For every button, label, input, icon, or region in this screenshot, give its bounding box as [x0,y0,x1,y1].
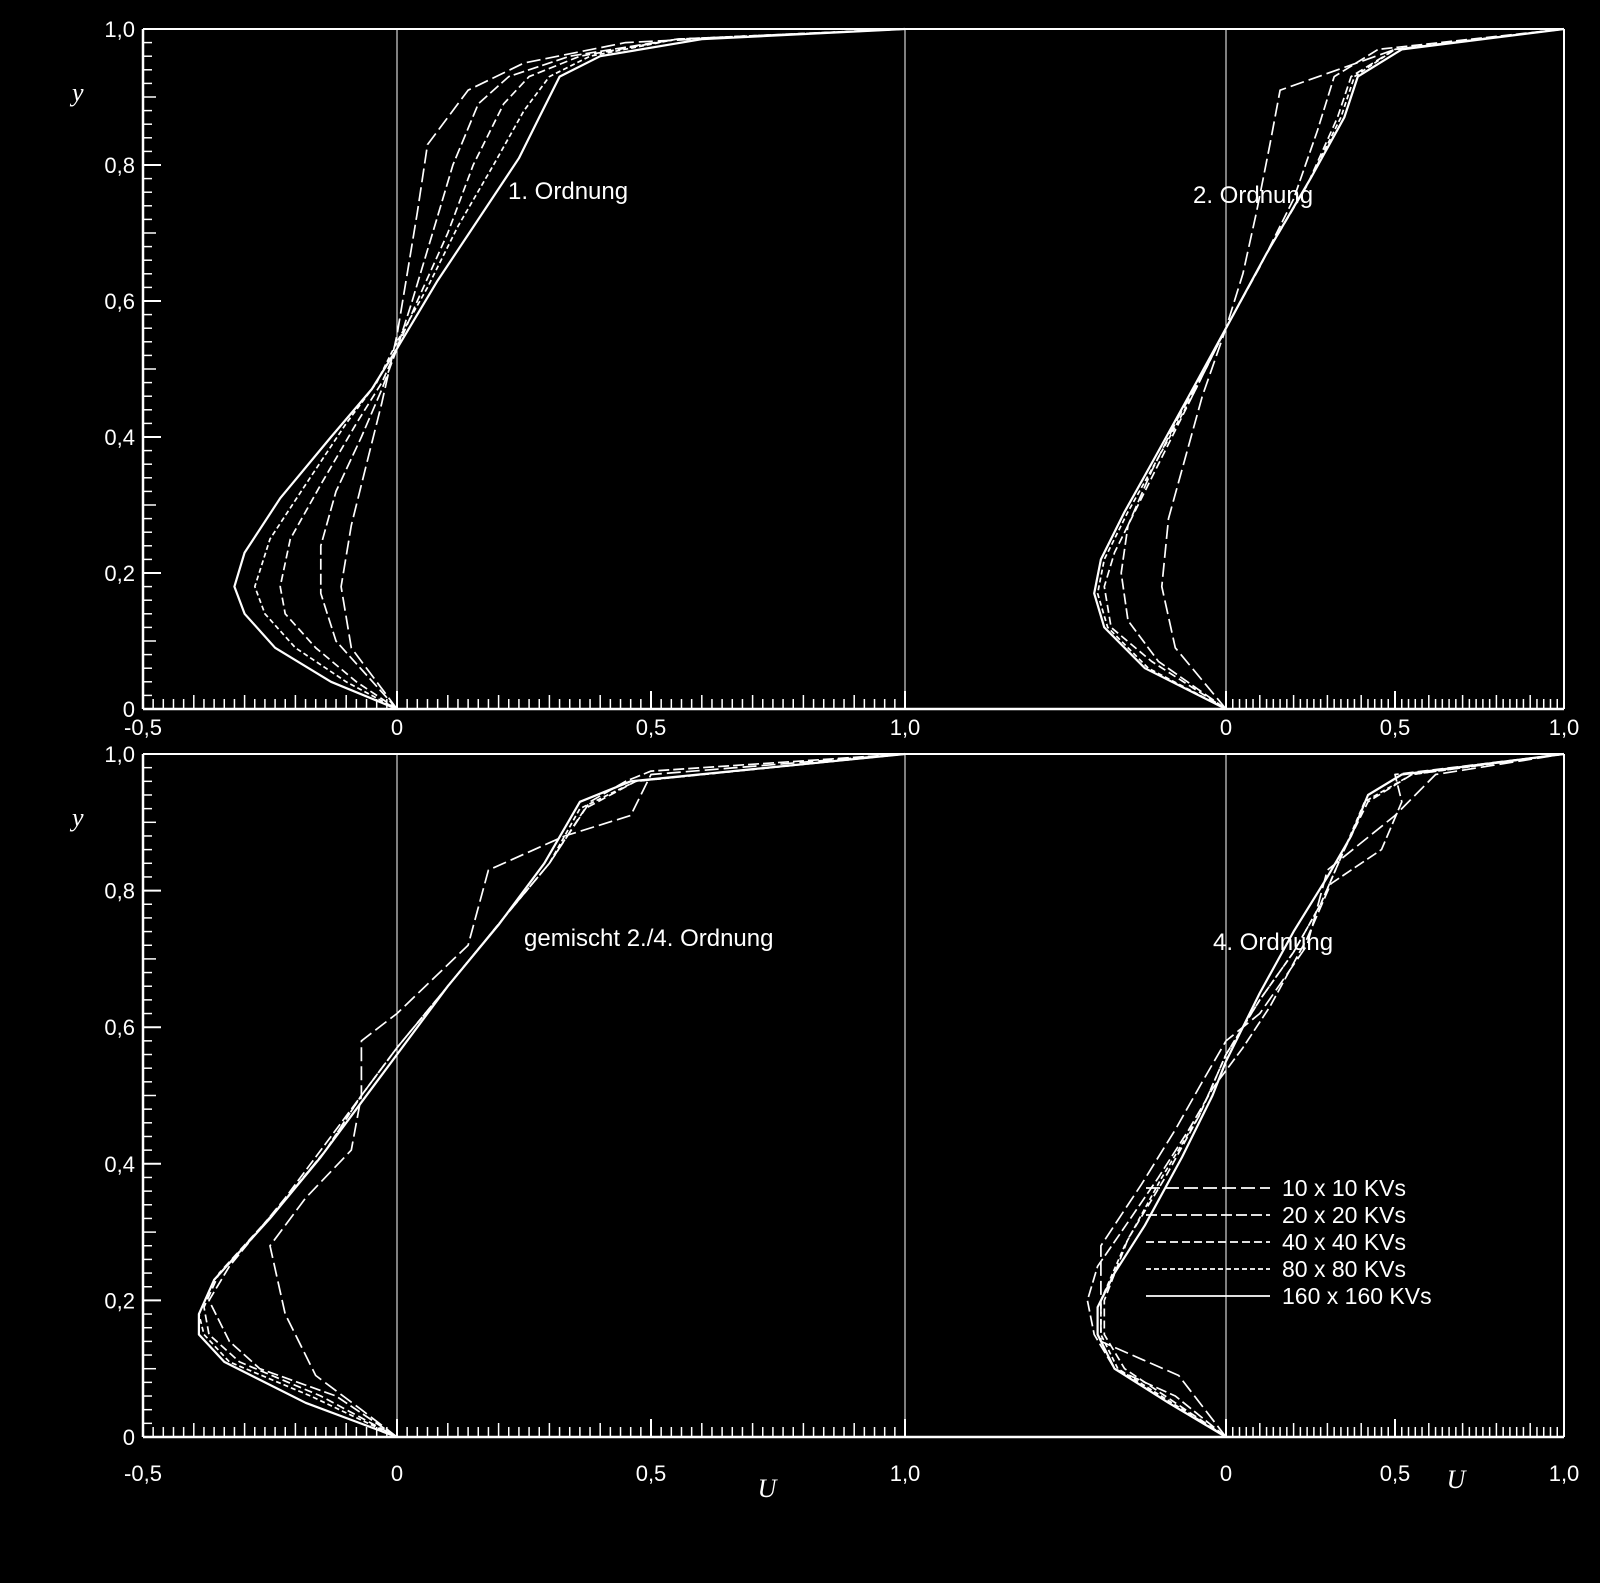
series-layer [197,27,1565,1439]
y-tick-label: 0 [123,697,135,722]
series-line-3 [203,753,906,1438]
legend-entry-label: 80 x 80 KVs [1282,1256,1406,1282]
y-tick-label: 0 [123,1425,135,1450]
x-tick-label: 0,5 [636,1461,667,1486]
series-line-5 [1093,27,1565,710]
x-axis-label: U [1447,1465,1468,1494]
panel-label: gemischt 2./4. Ordnung [524,925,773,952]
series-line-5 [233,27,906,711]
legend-entry-label: 20 x 20 KVs [1282,1202,1406,1228]
x-tick-label: 0,5 [1380,1461,1411,1486]
x-axis-label: U [758,1474,779,1503]
y-tick-label: 0,6 [104,289,135,314]
y-tick-label: 1,0 [104,742,135,767]
x-tick-label: 1,0 [890,715,921,740]
series-line-5 [197,752,906,1439]
series-line-4 [253,28,906,710]
series-line-3 [279,28,906,710]
series-line-4 [1096,28,1565,710]
panel-label: 4. Ordnung [1213,929,1333,956]
axes-layer [141,28,1565,1439]
y-tick-label: 0,6 [104,1015,135,1040]
x-tick-label: 1,0 [1549,1461,1580,1486]
series-line-1 [269,753,906,1438]
y-tick-label: 0,2 [104,561,135,586]
x-tick-label: 1,0 [890,1461,921,1486]
series-line-3 [1103,28,1565,710]
y-axis-label: y [69,803,84,832]
y-tick-label: 0,8 [104,153,135,178]
y-tick-label: 0,8 [104,879,135,904]
x-tick-label: 1,0 [1549,715,1580,740]
y-tick-label: 1,0 [104,17,135,42]
y-tick-label: 0,4 [104,1152,135,1177]
x-tick-label: 0 [1220,1461,1232,1486]
grid-layer [396,29,1227,1437]
series-line-1 [1100,753,1565,1438]
x-tick-label: 0,5 [636,715,667,740]
panel-label: 2. Ordnung [1193,182,1313,209]
y-axis-label: y [69,78,84,107]
series-line-4 [198,753,906,1438]
legend-entry-label: 10 x 10 KVs [1282,1175,1406,1201]
x-tick-label: -0,5 [124,715,162,740]
x-tick-label: 0,5 [1380,715,1411,740]
x-tick-label: -0,5 [124,1461,162,1486]
legend-entry-label: 160 x 160 KVs [1282,1283,1432,1309]
series-line-2 [1120,28,1565,710]
x-tick-label: 0 [1220,715,1232,740]
y-tick-label: 0,2 [104,1288,135,1313]
y-tick-label: 0,4 [104,425,135,450]
panel-label: 1. Ordnung [508,178,628,205]
x-tick-label: 0 [391,715,403,740]
legend-entry-label: 40 x 40 KVs [1282,1229,1406,1255]
series-line-5 [1096,752,1565,1438]
series-line-1 [340,28,906,710]
x-tick-label: 0 [391,1461,403,1486]
series-line-2 [1086,753,1565,1438]
